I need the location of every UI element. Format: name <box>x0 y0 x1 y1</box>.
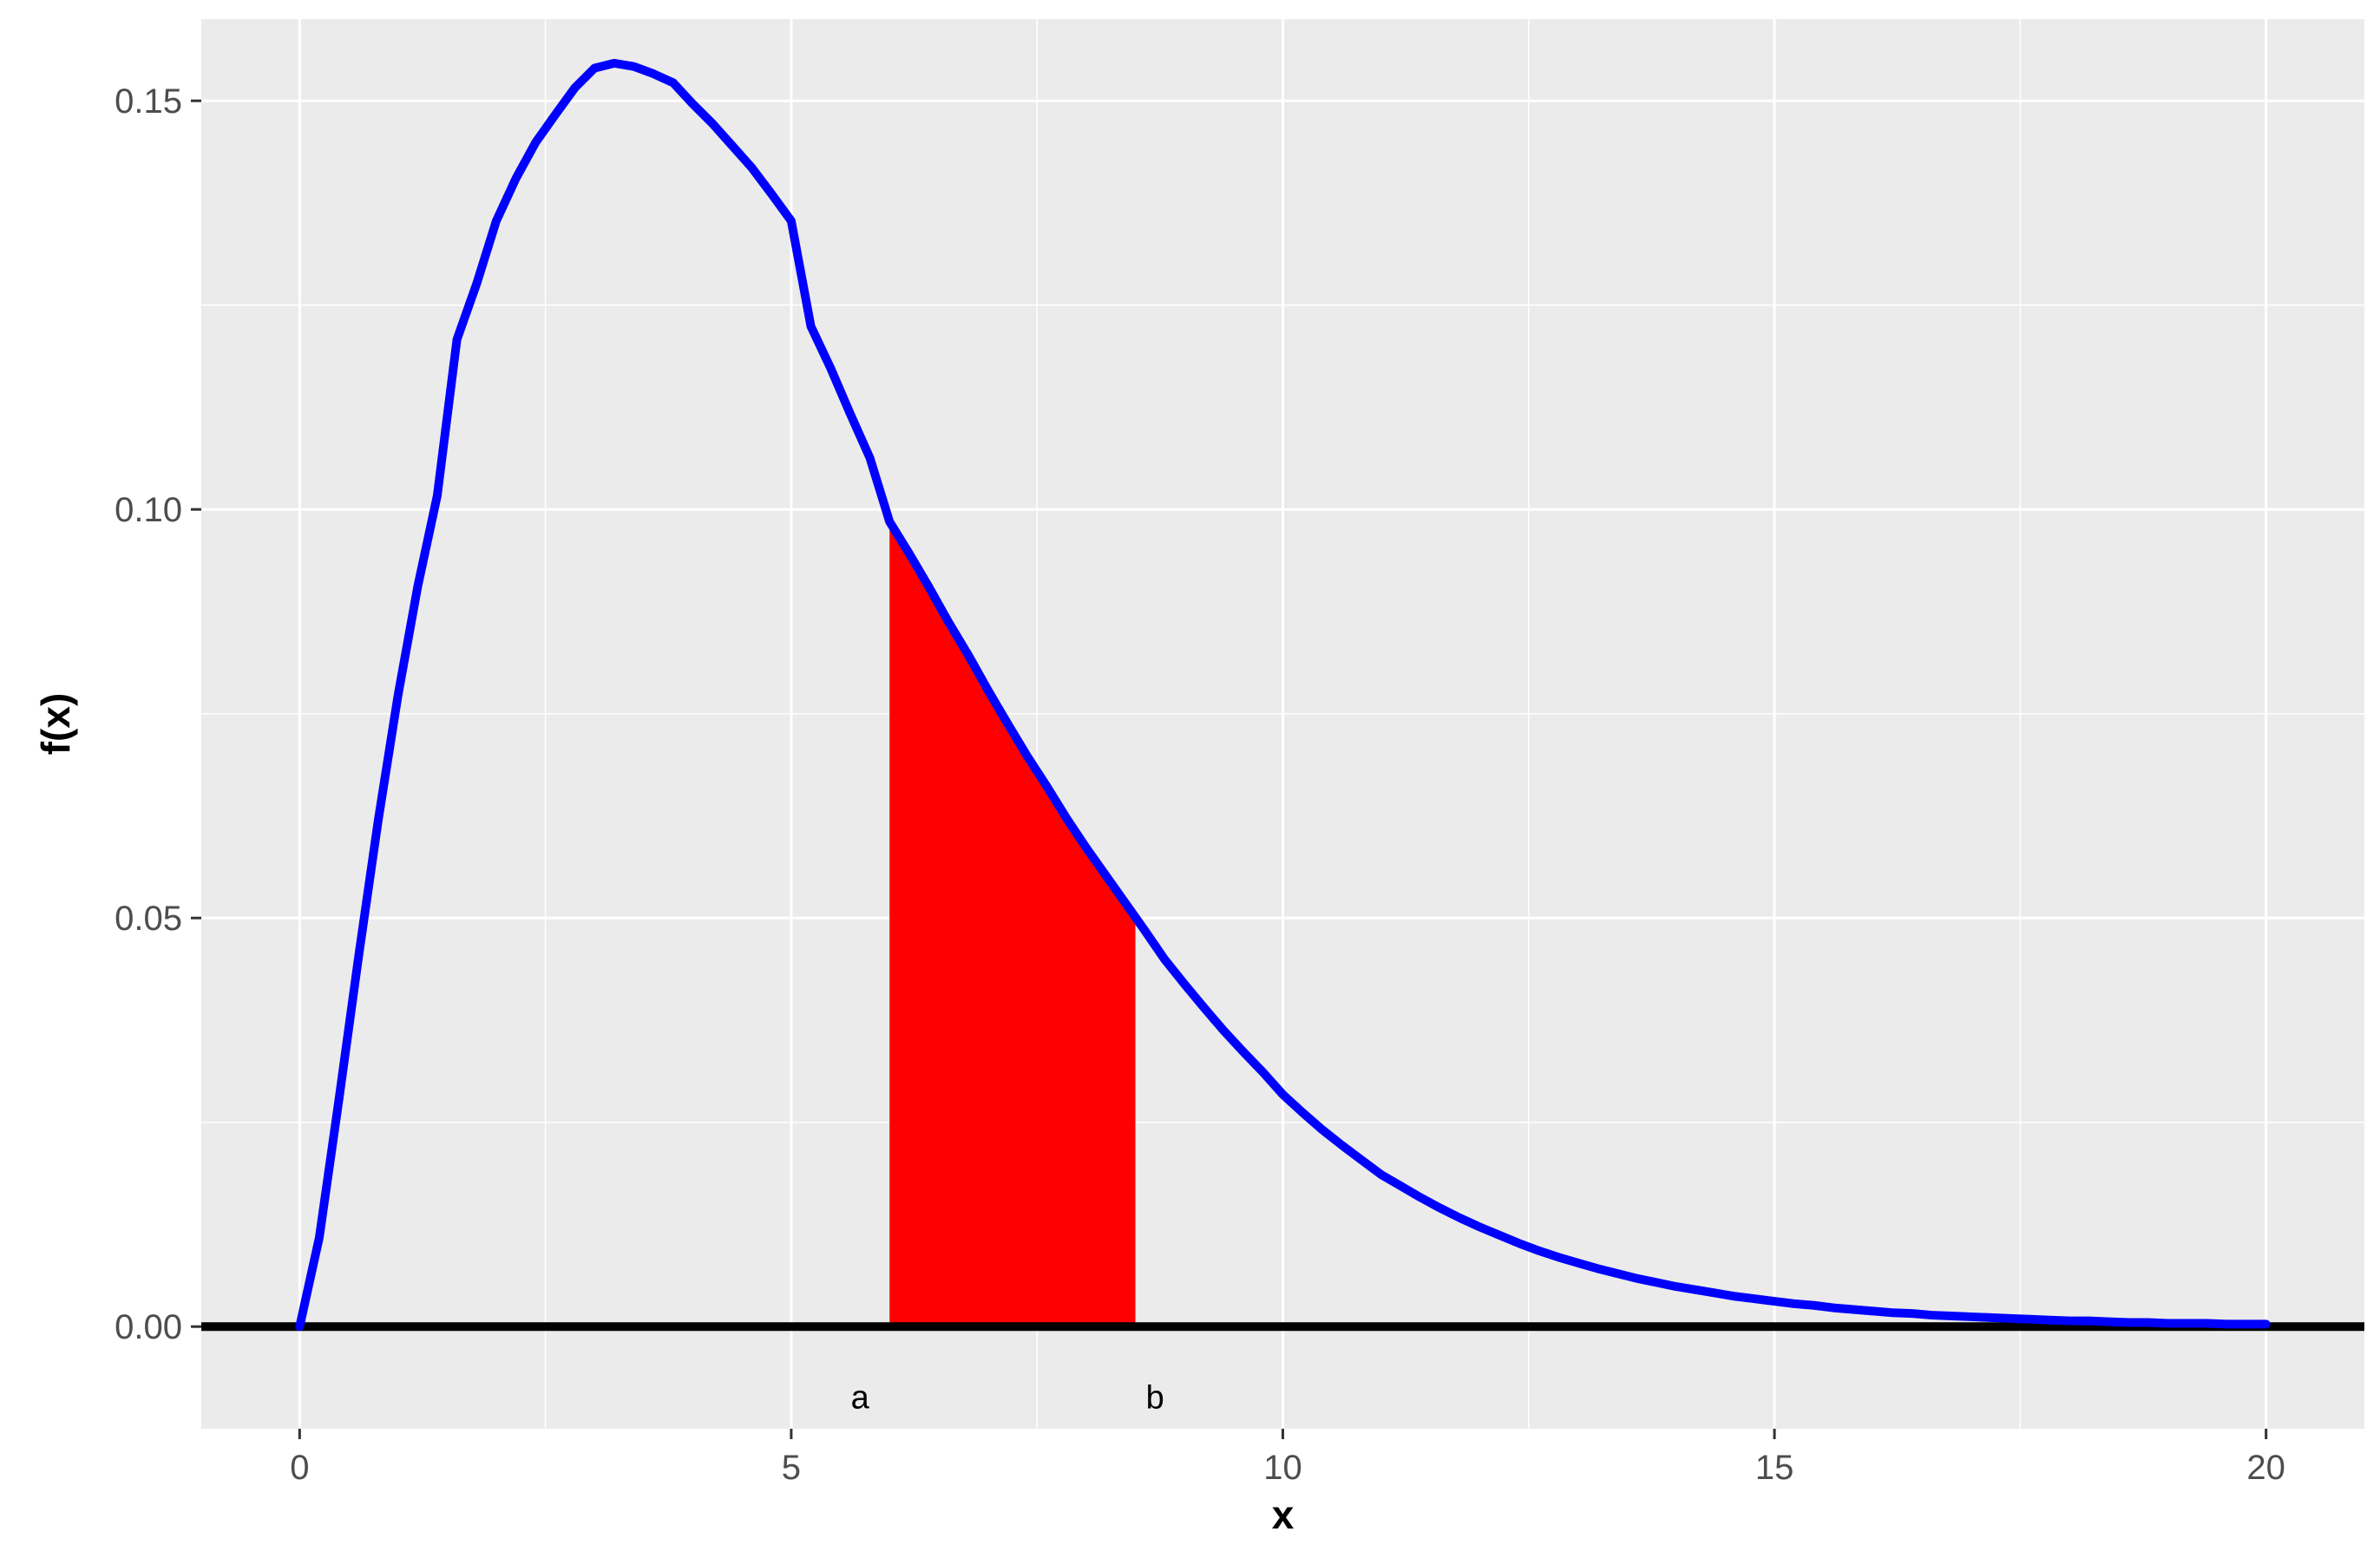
x-tick-label: 20 <box>2246 1449 2285 1487</box>
x-tick-label: 15 <box>1755 1449 1794 1487</box>
annotation-a: a <box>851 1379 870 1416</box>
x-axis: 0 5 10 15 20 <box>290 1429 2285 1487</box>
shaded-area-a-to-b <box>889 521 1136 1327</box>
y-tick-label: 0.10 <box>115 491 182 529</box>
y-tick-label: 0.15 <box>115 82 182 121</box>
x-tick-label: 10 <box>1263 1449 1302 1487</box>
x-tick-label: 0 <box>290 1449 309 1487</box>
annotation-b: b <box>1146 1379 1164 1416</box>
x-tick-label: 5 <box>782 1449 801 1487</box>
density-curve <box>295 58 2271 1332</box>
x-axis-title: x <box>1272 1492 1295 1537</box>
y-axis-title: f(x) <box>33 693 78 756</box>
y-axis: 0.00 0.05 0.10 0.15 <box>115 82 201 1346</box>
y-tick-label: 0.00 <box>115 1308 182 1346</box>
y-tick-label: 0.05 <box>115 900 182 938</box>
